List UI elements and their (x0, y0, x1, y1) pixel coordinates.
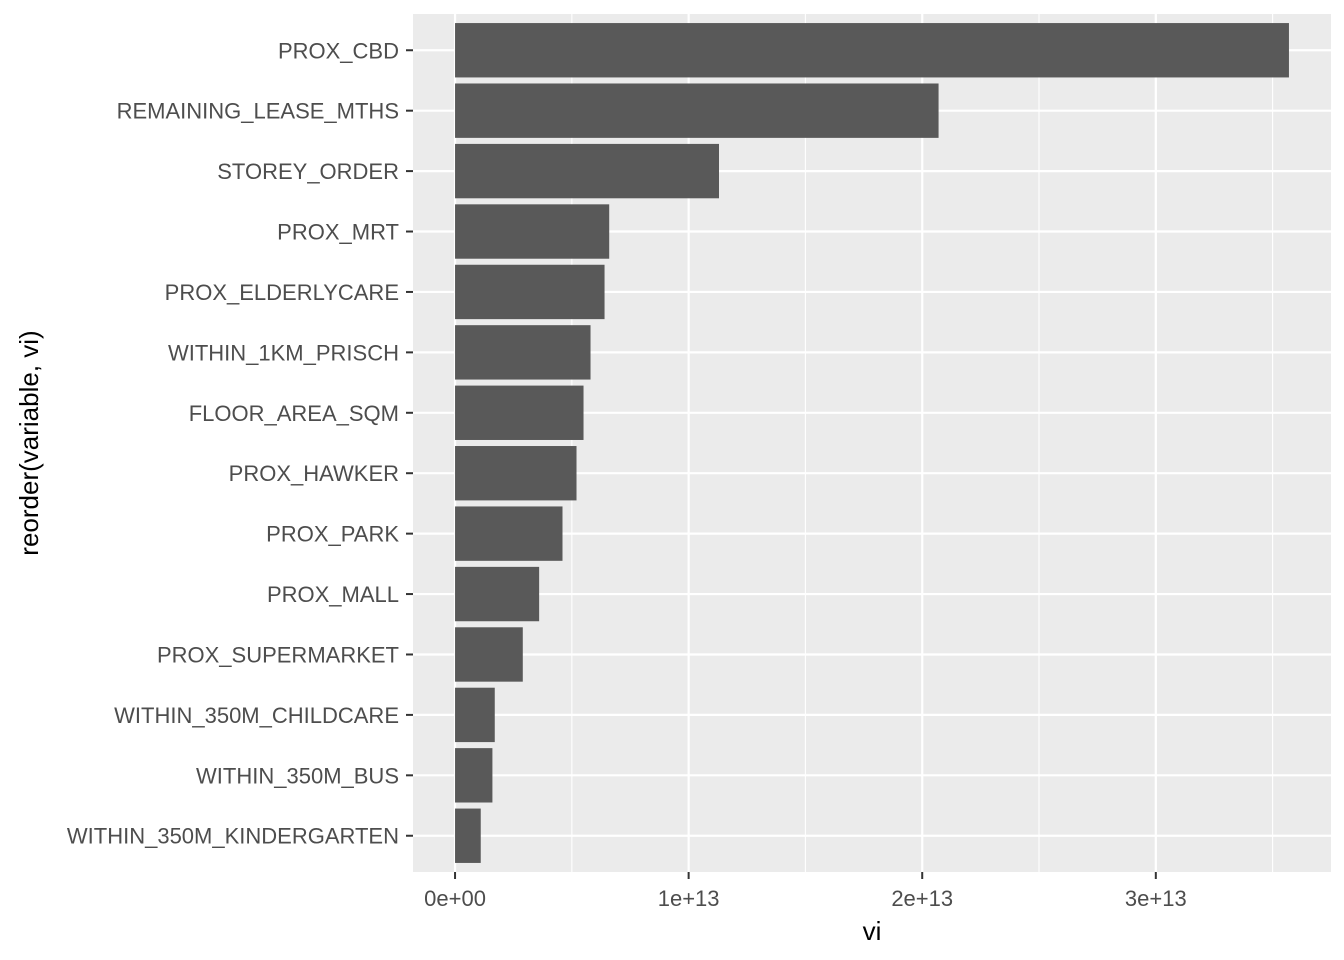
x-tick-label: 1e+13 (658, 886, 720, 911)
bar-prox-elderlycare (455, 264, 605, 320)
bar-remaining-lease-mths (455, 83, 939, 138)
y-axis: PROX_CBD REMAINING_LEASE_MTHS STOREY_ORDER… (67, 38, 413, 849)
y-tick-label: STOREY_ORDER (217, 159, 399, 184)
bar-prox-cbd (455, 23, 1289, 78)
x-tick-label: 3e+13 (1125, 886, 1187, 911)
bar-prox-mrt (455, 204, 610, 259)
x-tick-label: 2e+13 (891, 886, 953, 911)
bar-within-350m-kindergarten (455, 808, 481, 863)
bar-storey-order (455, 143, 719, 199)
y-tick-label: PROX_HAWKER (229, 461, 399, 486)
y-tick-label: PROX_SUPERMARKET (157, 642, 399, 667)
y-tick-label: PROX_ELDERLYCARE (165, 280, 399, 305)
y-tick-label: WITHIN_350M_CHILDCARE (114, 703, 399, 728)
y-tick-label: WITHIN_1KM_PRISCH (168, 340, 399, 365)
y-tick-label: WITHIN_350M_BUS (196, 763, 399, 788)
bar-prox-supermarket (455, 627, 523, 682)
y-tick-label: WITHIN_350M_KINDERGARTEN (67, 824, 399, 849)
bar-prox-mall (455, 566, 540, 622)
bar-within-1km-prisch (455, 325, 591, 380)
y-tick-label: FLOOR_AREA_SQM (189, 401, 399, 426)
x-axis: 0e+00 1e+13 2e+13 3e+13 (424, 872, 1187, 911)
x-tick-label: 0e+00 (424, 886, 486, 911)
bar-within-350m-bus (455, 748, 493, 803)
y-tick-label: PROX_MALL (267, 582, 399, 607)
bar-floor-area-sqm (455, 385, 584, 440)
y-tick-label: PROX_PARK (266, 522, 399, 547)
minor-gridlines (571, 14, 1274, 872)
plot-panel (413, 14, 1331, 872)
y-tick-label: PROX_MRT (277, 220, 399, 245)
bars (455, 23, 1289, 863)
bar-prox-park (455, 506, 563, 561)
x-axis-title: vi (863, 916, 882, 946)
bar-within-350m-childcare (455, 687, 495, 743)
y-tick-label: PROX_CBD (278, 38, 399, 63)
y-tick-label: REMAINING_LEASE_MTHS (117, 99, 399, 124)
y-axis-title: reorder(variable, vi) (14, 330, 44, 555)
bar-prox-hawker (455, 446, 577, 501)
